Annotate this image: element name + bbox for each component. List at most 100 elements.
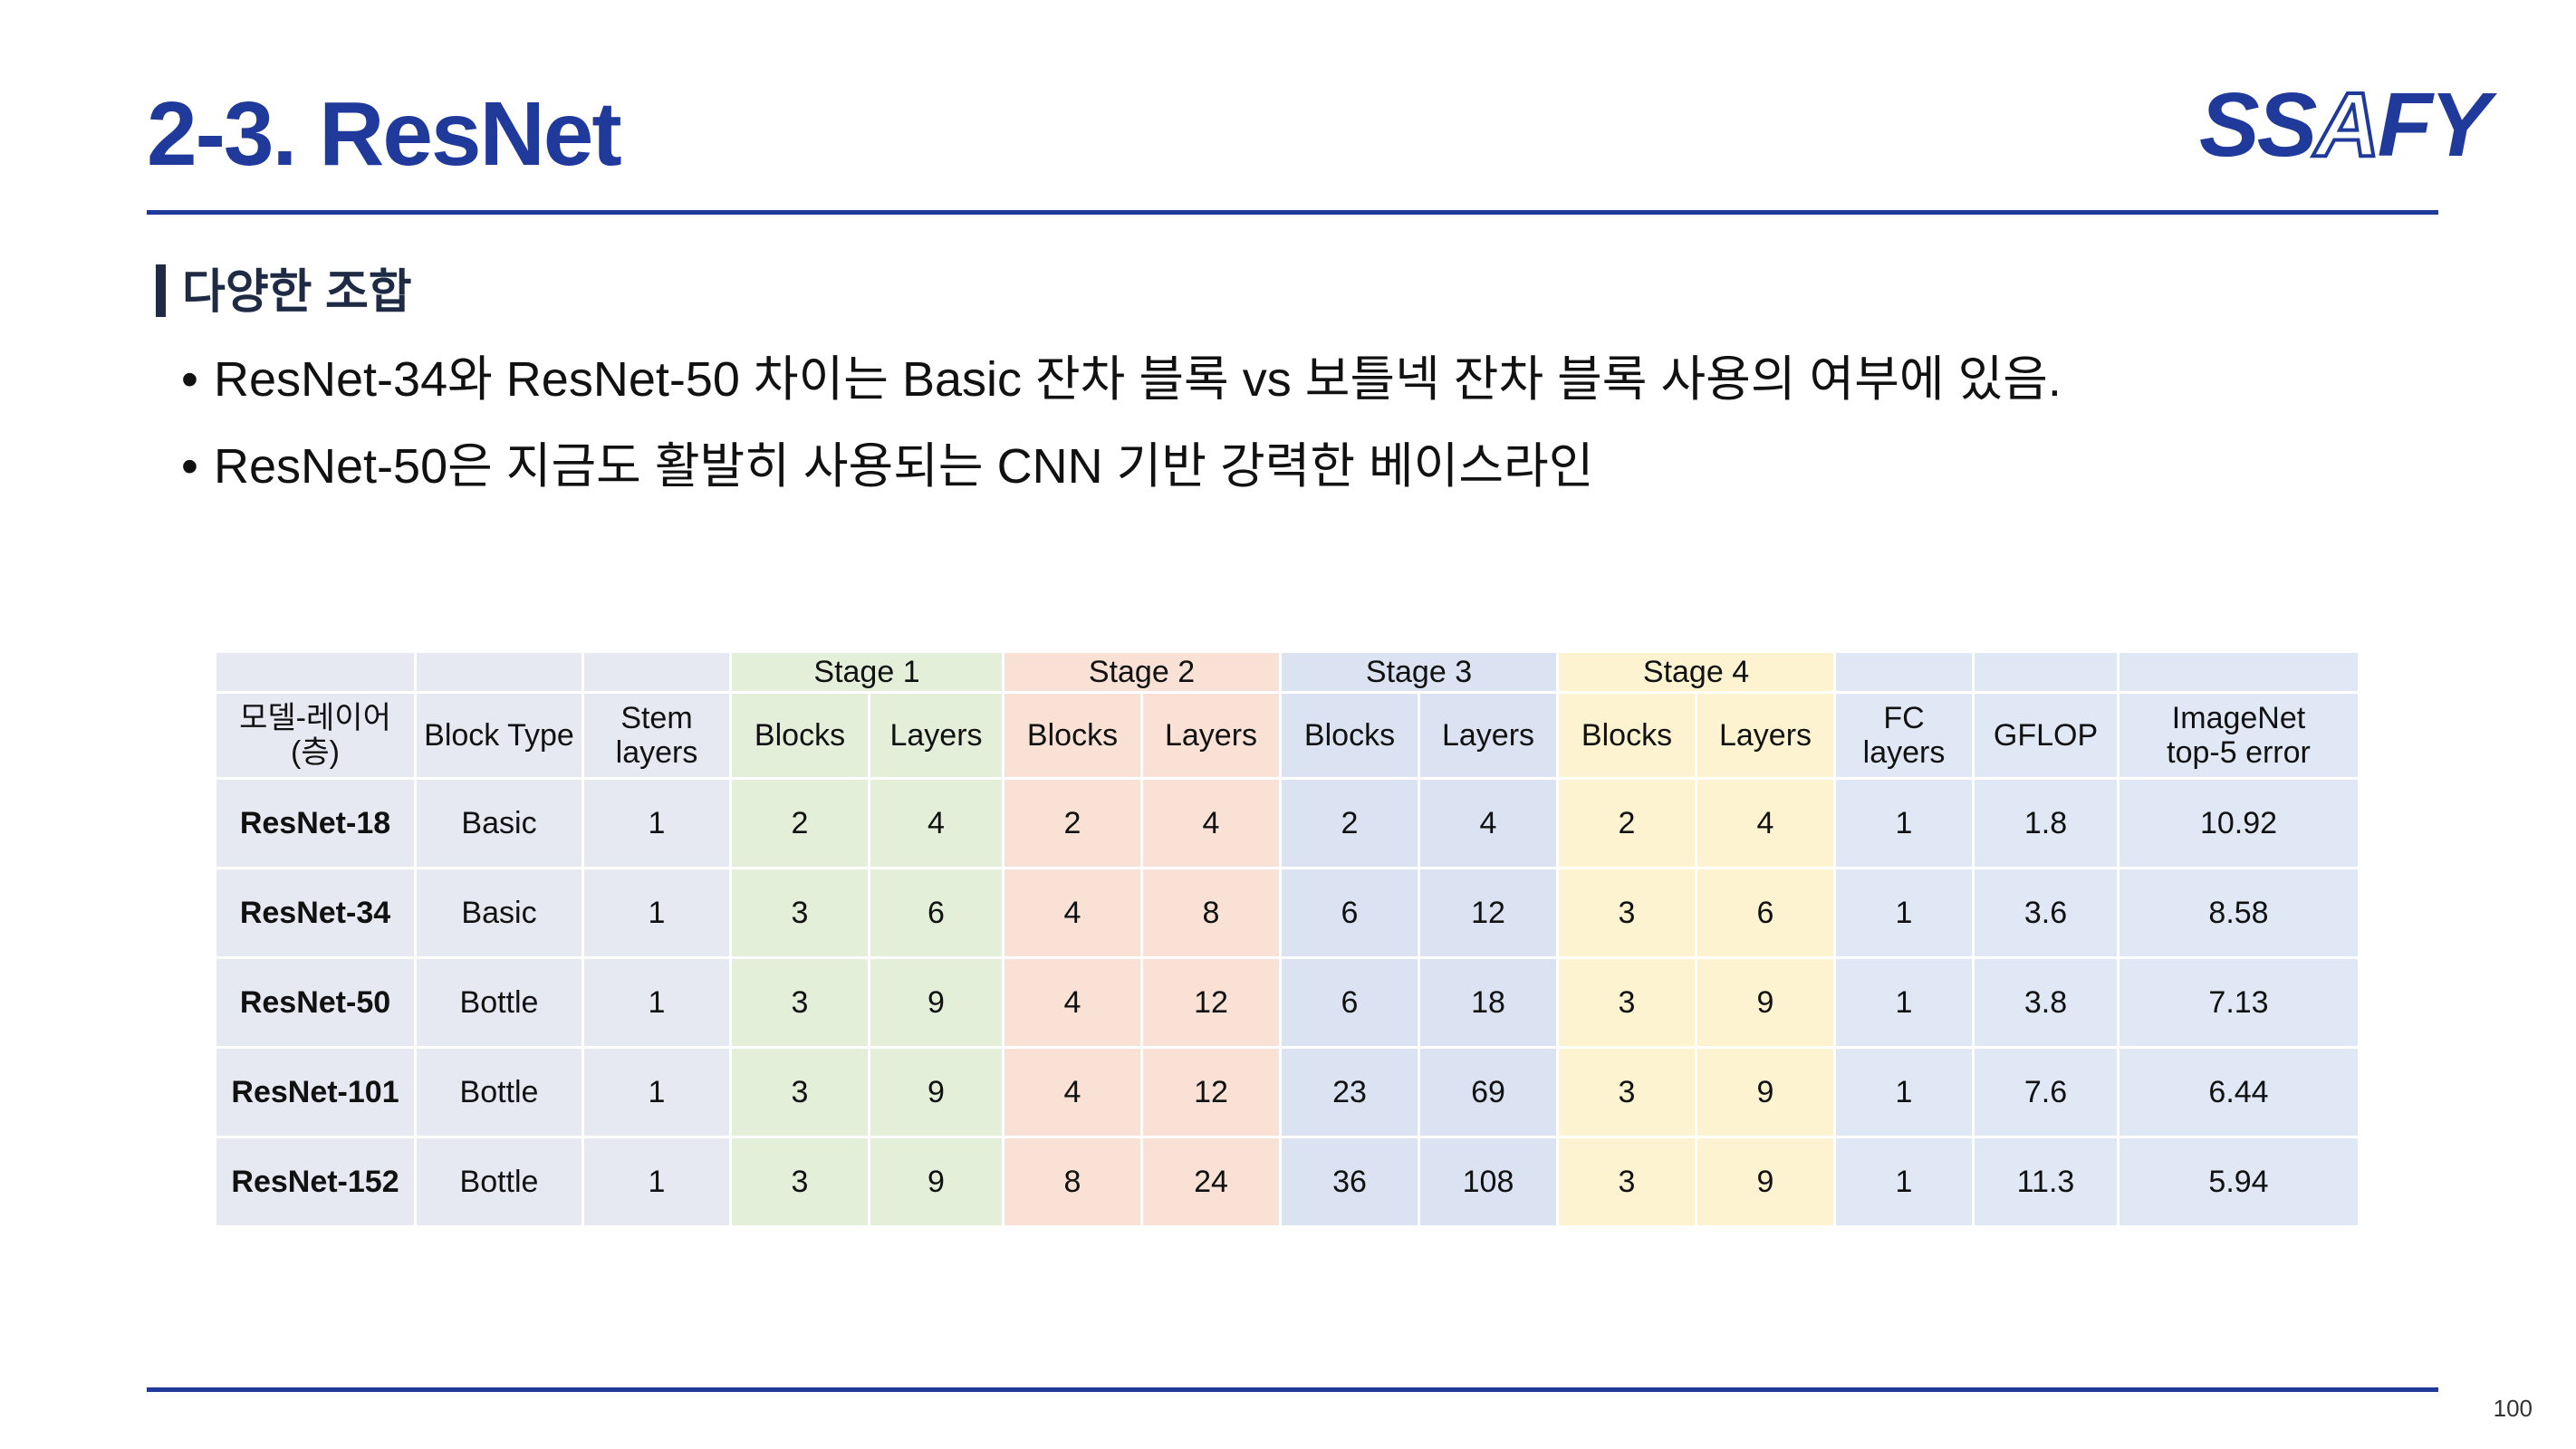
stage1-blocks-cell: 3 [732, 1138, 868, 1225]
list-item: • ResNet-50은 지금도 활발히 사용되는 CNN 기반 강력한 베이스라… [181, 435, 2062, 498]
layers-header: Layers [870, 694, 1002, 777]
stage2-blocks-cell: 4 [1004, 959, 1140, 1046]
table-row: ResNet-34 Basic 1 3 6 4 8 6 12 3 6 1 3.6… [216, 869, 2358, 956]
block-type-header: Block Type [417, 694, 582, 777]
blocks-header: Blocks [1004, 694, 1140, 777]
bullet-icon: • [181, 352, 198, 407]
error-cell: 8.58 [2119, 869, 2358, 956]
stem-cell: 1 [584, 780, 729, 867]
error-cell: 5.94 [2119, 1138, 2358, 1225]
header-divider [147, 210, 2438, 215]
stage4-blocks-cell: 3 [1559, 1138, 1695, 1225]
block-type-cell: Bottle [417, 1049, 582, 1136]
stage3-layers-cell: 69 [1420, 1049, 1556, 1136]
gflop-header: GFLOP [1975, 694, 2117, 777]
header-line: layers [615, 735, 698, 770]
stage4-blocks-cell: 3 [1559, 959, 1695, 1046]
stem-cell: 1 [584, 1049, 729, 1136]
header-cell-empty [584, 653, 729, 691]
block-type-cell: Basic [417, 869, 582, 956]
stage4-layers-cell: 4 [1697, 780, 1833, 867]
stage1-layers-cell: 4 [870, 780, 1002, 867]
model-header: 모델-레이어(층) [216, 694, 414, 777]
model-cell: ResNet-50 [216, 959, 414, 1046]
model-cell: ResNet-152 [216, 1138, 414, 1225]
error-cell: 6.44 [2119, 1049, 2358, 1136]
fc-cell: 1 [1836, 1138, 1972, 1225]
stage1-blocks-cell: 2 [732, 780, 868, 867]
fc-cell: 1 [1836, 959, 1972, 1046]
stage3-blocks-cell: 6 [1282, 869, 1418, 956]
header-line: layers [1862, 735, 1946, 770]
model-cell: ResNet-101 [216, 1049, 414, 1136]
stage-header-row: Stage 1 Stage 2 Stage 3 Stage 4 [216, 653, 2358, 691]
stage1-layers-cell: 9 [870, 959, 1002, 1046]
stem-cell: 1 [584, 869, 729, 956]
error-header: ImageNet top-5 error [2119, 694, 2358, 777]
header-line: Stem [620, 701, 693, 735]
stage3-blocks-cell: 6 [1282, 959, 1418, 1046]
layers-header: Layers [1420, 694, 1556, 777]
stage4-blocks-cell: 3 [1559, 869, 1695, 956]
bullet-icon: • [181, 439, 198, 494]
stage-2-header: Stage 2 [1004, 653, 1279, 691]
logo-text-part: FY [2377, 74, 2491, 176]
stage2-blocks-cell: 4 [1004, 869, 1140, 956]
blocks-header: Blocks [1282, 694, 1418, 777]
stage4-layers-cell: 9 [1697, 959, 1833, 1046]
stage3-blocks-cell: 2 [1282, 780, 1418, 867]
stage1-layers-cell: 9 [870, 1049, 1002, 1136]
stage1-layers-cell: 6 [870, 869, 1002, 956]
stage4-layers-cell: 9 [1697, 1138, 1833, 1225]
header-cell-empty [417, 653, 582, 691]
stage2-layers-cell: 24 [1143, 1138, 1279, 1225]
stage3-layers-cell: 4 [1420, 780, 1556, 867]
fc-layers-header: FC layers [1836, 694, 1972, 777]
section-heading: 다양한 조합 [156, 261, 412, 324]
stage2-blocks-cell: 8 [1004, 1138, 1140, 1225]
stage2-blocks-cell: 4 [1004, 1049, 1140, 1136]
stage3-layers-cell: 108 [1420, 1138, 1556, 1225]
header-cell-empty [1836, 653, 1972, 691]
header-line: ImageNet [2171, 701, 2306, 735]
stage-1-header: Stage 1 [732, 653, 1002, 691]
error-cell: 7.13 [2119, 959, 2358, 1046]
layers-header: Layers [1143, 694, 1279, 777]
stem-cell: 1 [584, 959, 729, 1046]
gflop-cell: 3.6 [1975, 869, 2117, 956]
stage4-layers-cell: 6 [1697, 869, 1833, 956]
error-cell: 10.92 [2119, 780, 2358, 867]
header-cell-empty [2119, 653, 2358, 691]
stage3-blocks-cell: 23 [1282, 1049, 1418, 1136]
stem-cell: 1 [584, 1138, 729, 1225]
stage4-blocks-cell: 2 [1559, 780, 1695, 867]
gflop-cell: 11.3 [1975, 1138, 2117, 1225]
table-row: ResNet-18 Basic 1 2 4 2 4 2 4 2 4 1 1.8 … [216, 780, 2358, 867]
table-row: ResNet-152 Bottle 1 3 9 8 24 36 108 3 9 … [216, 1138, 2358, 1225]
gflop-cell: 3.8 [1975, 959, 2117, 1046]
logo-text-part: A [2312, 74, 2381, 176]
stage2-layers-cell: 4 [1143, 780, 1279, 867]
model-cell: ResNet-18 [216, 780, 414, 867]
stage-3-header: Stage 3 [1282, 653, 1556, 691]
stage3-blocks-cell: 36 [1282, 1138, 1418, 1225]
stage1-blocks-cell: 3 [732, 1049, 868, 1136]
stage1-blocks-cell: 3 [732, 869, 868, 956]
stage1-layers-cell: 9 [870, 1138, 1002, 1225]
fc-cell: 1 [1836, 780, 1972, 867]
logo-text-part: SS [2199, 74, 2317, 176]
layers-header: Layers [1697, 694, 1833, 777]
heading-bar-icon [156, 264, 166, 317]
block-type-cell: Bottle [417, 1138, 582, 1225]
bullet-text: ResNet-34와 ResNet-50 차이는 Basic 잔차 블록 vs … [214, 352, 2062, 407]
footer-divider [147, 1387, 2438, 1392]
fc-cell: 1 [1836, 1049, 1972, 1136]
section-heading-text: 다양한 조합 [182, 266, 412, 319]
bullet-text: ResNet-50은 지금도 활발히 사용되는 CNN 기반 강력한 베이스라인 [214, 439, 1594, 494]
block-type-cell: Bottle [417, 959, 582, 1046]
ssafy-logo: SSAFY [2199, 78, 2490, 172]
table-row: ResNet-50 Bottle 1 3 9 4 12 6 18 3 9 1 3… [216, 959, 2358, 1046]
stage2-layers-cell: 8 [1143, 869, 1279, 956]
fc-cell: 1 [1836, 869, 1972, 956]
page-number: 100 [2493, 1395, 2533, 1422]
